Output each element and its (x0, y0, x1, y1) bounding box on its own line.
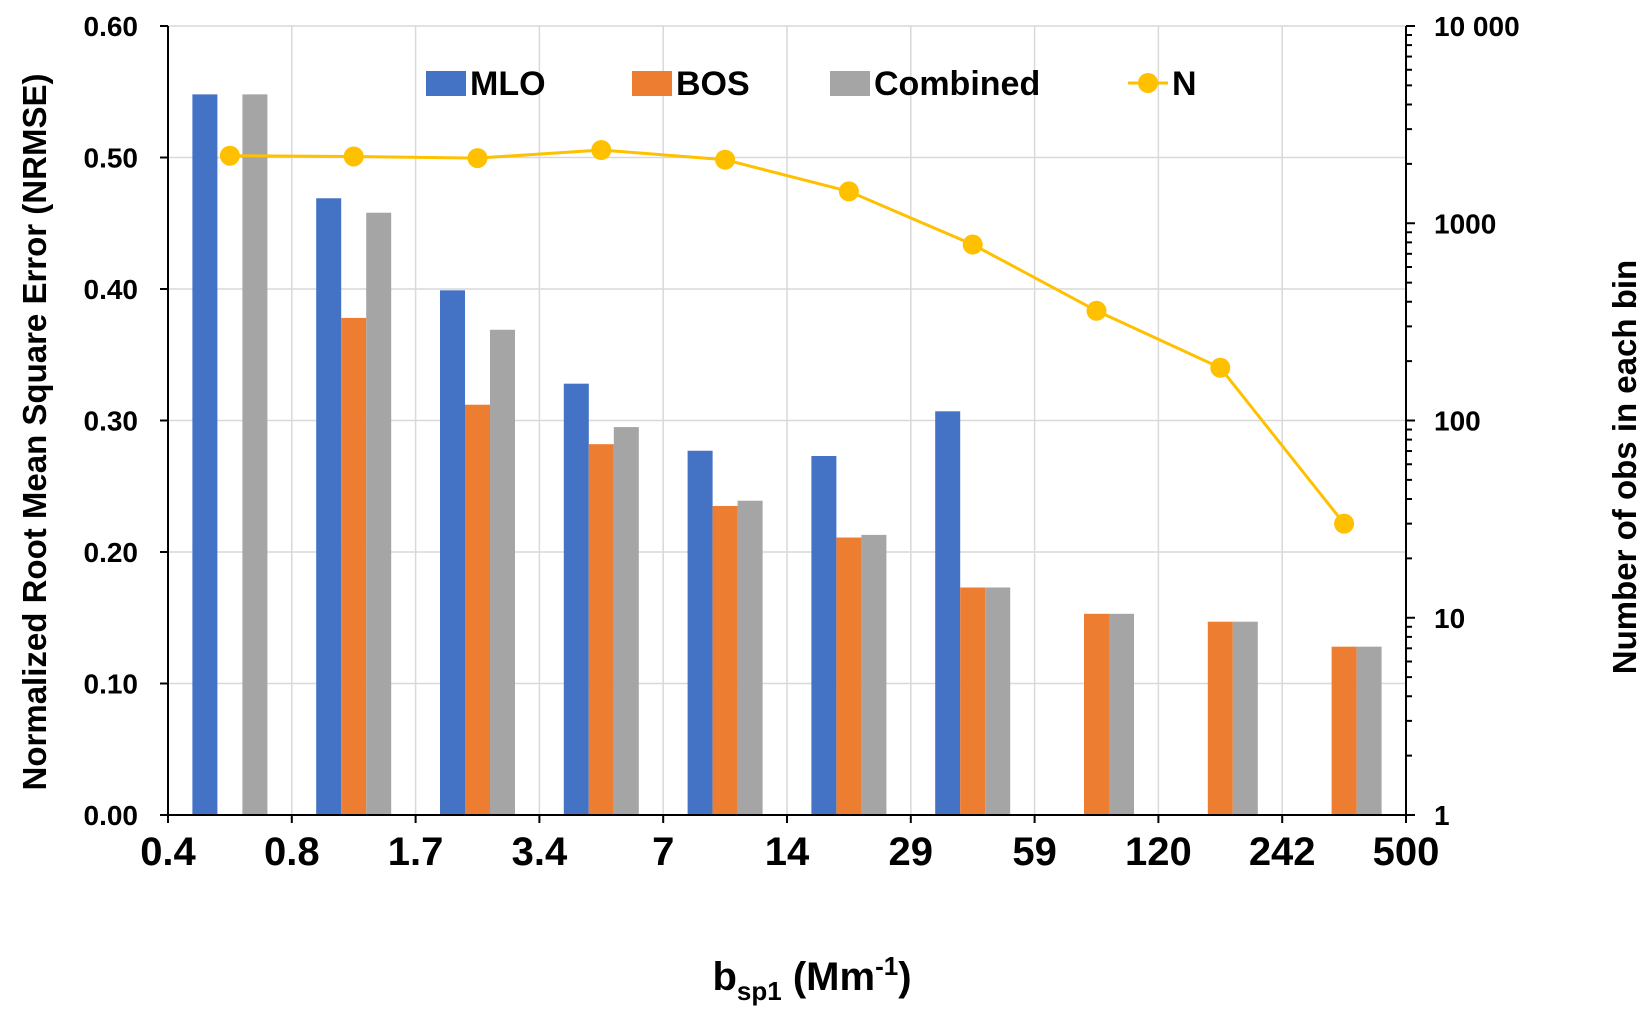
bars (192, 94, 1382, 816)
x-axis-title-sub: sp1 (737, 976, 782, 1006)
bar-bos-3 (465, 404, 490, 815)
bar-combined-5 (737, 500, 763, 815)
marker-n-7 (962, 234, 983, 255)
bar-combined-8 (1109, 613, 1134, 815)
x-axis-tick-labels: 0.4 0.8 1.7 3.4 7 14 29 59 120 242 500 (140, 830, 1439, 874)
x-tick-label: 59 (1012, 830, 1057, 874)
marker-n-3 (467, 148, 488, 169)
legend-label-n: N (1172, 65, 1197, 103)
y-tick-label: 0.10 (84, 669, 139, 700)
bar-bos-4 (588, 444, 614, 815)
marker-n-8 (1086, 300, 1107, 321)
marker-n-5 (715, 149, 736, 170)
bar-mlo-1 (192, 94, 218, 815)
bar-bos-9 (1207, 621, 1233, 815)
legend: MLO BOS Combined N (426, 65, 1197, 103)
y-tick-label: 0.20 (84, 537, 139, 568)
y2-tick-label: 1000 (1434, 208, 1496, 239)
x-tick-label: 120 (1125, 830, 1192, 874)
y2-axis-tick-labels: 1 10 100 1000 10 000 (1434, 11, 1520, 831)
y-tick-label: 0.40 (84, 274, 139, 305)
y2-tick-label: 10 000 (1434, 11, 1520, 42)
x-tick-label: 14 (765, 830, 810, 874)
y-tick-label: 0.50 (84, 143, 139, 174)
x-axis-title: bsp1 (Mm-1) (712, 951, 911, 1006)
gridlines (168, 25, 1407, 815)
x-tick-label: 3.4 (512, 830, 568, 874)
y-axis-tick-labels: 0.00 0.10 0.20 0.30 0.40 0.50 0.60 (84, 11, 139, 831)
bar-combined-7 (985, 587, 1011, 815)
x-tick-label: 0.4 (140, 830, 196, 874)
x-axis-title-units-exp: -1 (875, 951, 898, 981)
axes (160, 25, 1415, 823)
x-tick-label: 242 (1249, 830, 1316, 874)
bar-bos-10 (1331, 646, 1357, 815)
legend-swatch-marker-n (1138, 73, 1158, 93)
marker-n-2 (343, 146, 364, 167)
bar-combined-9 (1232, 621, 1258, 815)
bar-combined-10 (1356, 646, 1382, 815)
bar-mlo-7 (935, 411, 961, 815)
bar-mlo-5 (687, 450, 713, 815)
x-axis-title-main: b (712, 955, 736, 999)
legend-label-mlo: MLO (470, 65, 546, 103)
bar-bos-6 (836, 537, 862, 815)
bar-combined-6 (861, 534, 887, 815)
n-line-series (219, 140, 1355, 534)
marker-n-10 (1334, 513, 1355, 534)
y2-tick-label: 1 (1434, 800, 1450, 831)
marker-n-4 (591, 140, 612, 161)
bar-combined-2 (366, 212, 392, 816)
legend-item-bos: BOS (632, 65, 750, 103)
bar-combined-4 (613, 427, 639, 815)
bar-bos-5 (712, 505, 738, 815)
x-tick-label: 29 (889, 830, 934, 874)
bar-combined-1 (242, 94, 268, 815)
bar-mlo-6 (811, 456, 837, 815)
bar-mlo-4 (563, 383, 589, 815)
x-tick-label: 500 (1373, 830, 1440, 874)
legend-label-bos: BOS (676, 65, 750, 103)
bar-mlo-2 (316, 198, 342, 815)
legend-item-combined: Combined (830, 65, 1040, 103)
legend-swatch-mlo (426, 71, 466, 96)
y-tick-label: 0.00 (84, 800, 139, 831)
legend-swatch-combined (830, 71, 870, 96)
bar-bos-2 (341, 317, 367, 815)
legend-swatch-bos (632, 71, 672, 96)
bar-mlo-3 (440, 290, 465, 815)
x-tick-label: 1.7 (388, 830, 444, 874)
bar-combined-3 (490, 329, 515, 815)
marker-n-1 (219, 145, 240, 166)
y2-tick-label: 100 (1434, 406, 1481, 437)
y-tick-label: 0.60 (84, 11, 139, 42)
y-tick-label: 0.30 (84, 406, 139, 437)
bar-bos-8 (1084, 613, 1109, 815)
x-axis-title-units: (Mm (782, 955, 875, 999)
legend-item-mlo: MLO (426, 65, 546, 103)
marker-n-9 (1210, 357, 1231, 378)
x-axis-title-units-close: ) (898, 955, 911, 999)
legend-label-combined: Combined (874, 65, 1040, 103)
y-axis-title: Normalized Root Mean Square Error (NRMSE… (16, 74, 53, 791)
y2-axis-title: Number of obs in each bin (1606, 260, 1643, 674)
x-tick-label: 0.8 (264, 830, 320, 874)
marker-n-6 (838, 181, 859, 202)
line-n (229, 148, 1346, 525)
y2-tick-label: 10 (1434, 603, 1465, 634)
x-tick-label: 7 (652, 830, 674, 874)
bar-bos-7 (960, 587, 986, 815)
legend-item-n: N (1128, 65, 1197, 103)
